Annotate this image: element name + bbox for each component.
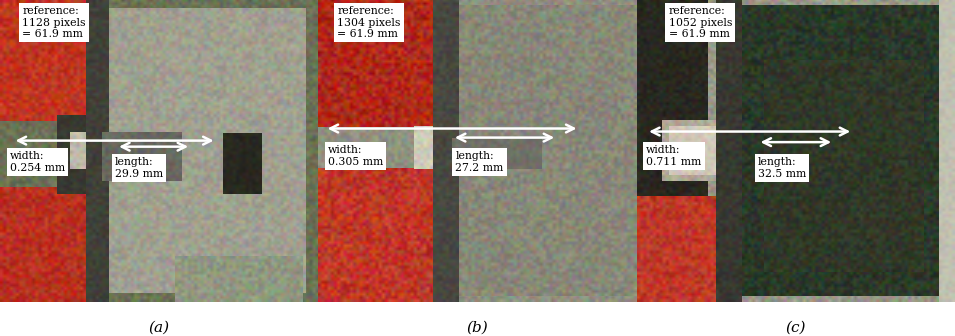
Text: reference:
1052 pixels
= 61.9 mm: reference: 1052 pixels = 61.9 mm xyxy=(668,6,732,39)
Text: (b): (b) xyxy=(467,321,488,335)
Text: width:
0.711 mm: width: 0.711 mm xyxy=(647,145,702,167)
Text: (a): (a) xyxy=(149,321,170,335)
Text: width:
0.254 mm: width: 0.254 mm xyxy=(10,151,65,173)
Text: (c): (c) xyxy=(786,321,806,335)
Text: length:
32.5 mm: length: 32.5 mm xyxy=(757,157,806,179)
Text: width:
0.305 mm: width: 0.305 mm xyxy=(328,145,383,167)
Text: reference:
1304 pixels
= 61.9 mm: reference: 1304 pixels = 61.9 mm xyxy=(337,6,401,39)
Text: reference:
1128 pixels
= 61.9 mm: reference: 1128 pixels = 61.9 mm xyxy=(22,6,86,39)
Text: length:
27.2 mm: length: 27.2 mm xyxy=(456,151,503,173)
Text: length:
29.9 mm: length: 29.9 mm xyxy=(115,157,162,179)
